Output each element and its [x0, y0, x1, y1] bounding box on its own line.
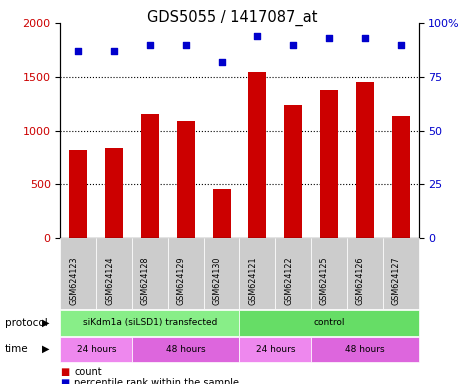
Point: [146, 41, 153, 48]
Point: [74, 48, 82, 54]
Text: GSM624127: GSM624127: [392, 257, 401, 305]
Text: ▶: ▶: [42, 344, 49, 354]
Text: 48 hours: 48 hours: [345, 345, 385, 354]
Text: 24 hours: 24 hours: [256, 345, 295, 354]
Text: GSM624126: GSM624126: [356, 257, 365, 305]
Point: [218, 59, 225, 65]
Text: 48 hours: 48 hours: [166, 345, 206, 354]
Bar: [177, 121, 195, 238]
Text: GSM624130: GSM624130: [213, 257, 221, 305]
Bar: [213, 189, 231, 238]
Text: ▶: ▶: [42, 318, 49, 328]
Text: time: time: [5, 344, 28, 354]
Point: [326, 35, 333, 41]
Bar: [320, 90, 338, 238]
Bar: [69, 150, 87, 238]
Bar: [284, 105, 302, 238]
Point: [182, 41, 190, 48]
Point: [289, 41, 297, 48]
Text: siKdm1a (siLSD1) transfected: siKdm1a (siLSD1) transfected: [83, 318, 217, 328]
Text: GDS5055 / 1417087_at: GDS5055 / 1417087_at: [147, 10, 318, 26]
Text: ■: ■: [60, 367, 70, 377]
Bar: [392, 116, 410, 238]
Text: protocol: protocol: [5, 318, 47, 328]
Bar: [356, 82, 374, 238]
Bar: [105, 148, 123, 238]
Text: GSM624123: GSM624123: [69, 257, 78, 305]
Text: count: count: [74, 367, 102, 377]
Text: control: control: [313, 318, 345, 328]
Text: GSM624129: GSM624129: [177, 257, 186, 305]
Text: ■: ■: [60, 378, 70, 384]
Point: [397, 41, 405, 48]
Point: [111, 48, 118, 54]
Point: [254, 33, 261, 39]
Text: percentile rank within the sample: percentile rank within the sample: [74, 378, 239, 384]
Text: 24 hours: 24 hours: [77, 345, 116, 354]
Bar: [141, 114, 159, 238]
Text: GSM624121: GSM624121: [248, 257, 258, 305]
Text: GSM624122: GSM624122: [284, 257, 293, 305]
Point: [361, 35, 368, 41]
Bar: [248, 73, 266, 238]
Text: GSM624125: GSM624125: [320, 257, 329, 305]
Text: GSM624124: GSM624124: [105, 257, 114, 305]
Text: GSM624128: GSM624128: [141, 257, 150, 305]
